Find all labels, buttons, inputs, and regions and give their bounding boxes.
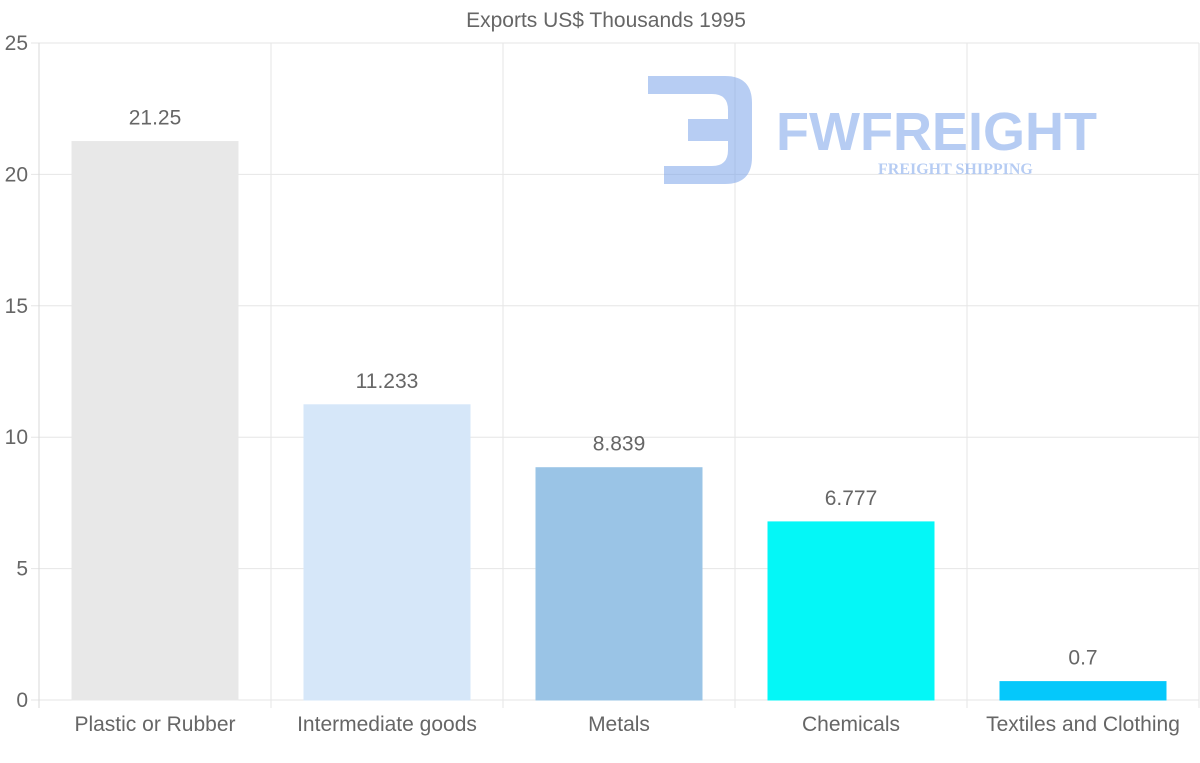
x-tick-label: Textiles and Clothing: [986, 713, 1180, 736]
bar-value-label: 8.839: [593, 433, 646, 456]
bar-value-label: 0.7: [1068, 647, 1097, 670]
y-tick-label: 15: [5, 295, 28, 318]
watermark-brand: FWFREIGHT: [776, 102, 1097, 162]
bar: [999, 681, 1167, 701]
y-tick-label: 10: [5, 426, 28, 449]
watermark: FWFREIGHT FREIGHT SHIPPING: [648, 76, 1097, 184]
bar: [303, 404, 471, 701]
bar: [71, 141, 239, 701]
y-tick-label: 0: [16, 689, 28, 712]
watermark-tagline: FREIGHT SHIPPING: [878, 161, 1033, 178]
x-axis: Plastic or Rubber Intermediate goods Metal…: [74, 713, 1179, 736]
chart-title: Exports US$ Thousands 1995: [466, 9, 746, 32]
bar-value-label: 6.777: [825, 487, 878, 510]
y-axis: 0 5 10 15 20 25: [5, 32, 28, 712]
bars: [71, 141, 1167, 701]
bar-value-label: 11.233: [356, 370, 419, 393]
bar: [535, 467, 703, 701]
x-tick-label: Intermediate goods: [297, 713, 477, 736]
x-tick-label: Plastic or Rubber: [74, 713, 235, 736]
x-tick-label: Chemicals: [802, 713, 900, 736]
value-labels: 21.25 11.233 8.839 6.777 0.7: [129, 107, 1098, 670]
bar-value-label: 21.25: [129, 107, 182, 130]
y-tick-label: 25: [5, 32, 28, 55]
bar: [767, 521, 935, 701]
x-tick-label: Metals: [588, 713, 650, 736]
watermark-logo-icon: [648, 76, 752, 184]
y-tick-label: 5: [16, 558, 28, 581]
y-tick-label: 20: [5, 163, 28, 186]
